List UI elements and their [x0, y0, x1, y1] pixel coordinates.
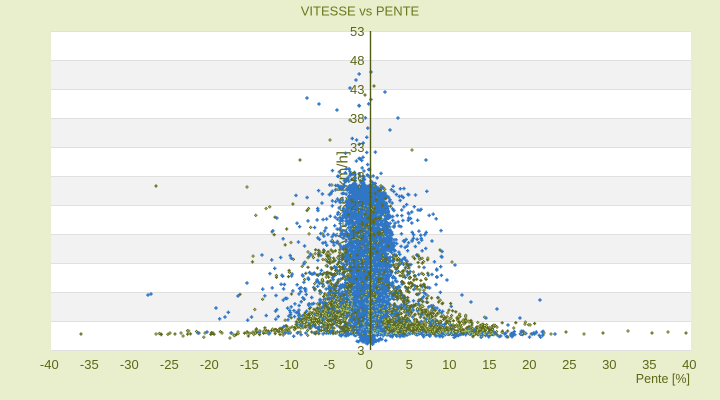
svg-text:13: 13 — [350, 256, 364, 271]
svg-text:8: 8 — [357, 314, 364, 329]
svg-text:43: 43 — [350, 82, 364, 97]
svg-text:-35: -35 — [80, 357, 99, 372]
svg-text:28: 28 — [350, 169, 364, 184]
svg-text:VITESSE vs PENTE: VITESSE vs PENTE — [301, 4, 420, 19]
svg-text:5: 5 — [406, 357, 413, 372]
svg-text:-40: -40 — [40, 357, 59, 372]
svg-text:15: 15 — [482, 357, 496, 372]
svg-text:3: 3 — [357, 343, 364, 358]
svg-text:25: 25 — [562, 357, 576, 372]
svg-text:-20: -20 — [200, 357, 219, 372]
svg-text:Pente [%]: Pente [%] — [636, 372, 690, 386]
svg-text:10: 10 — [442, 357, 456, 372]
svg-text:-15: -15 — [240, 357, 259, 372]
svg-text:18: 18 — [350, 227, 364, 242]
svg-text:20: 20 — [522, 357, 536, 372]
svg-text:-30: -30 — [120, 357, 139, 372]
svg-text:-25: -25 — [160, 357, 179, 372]
svg-text:0: 0 — [366, 357, 373, 372]
svg-text:23: 23 — [350, 198, 364, 213]
svg-text:40: 40 — [682, 357, 696, 372]
svg-text:35: 35 — [642, 357, 656, 372]
svg-text:-5: -5 — [324, 357, 336, 372]
svg-text:30: 30 — [602, 357, 616, 372]
svg-text:38: 38 — [350, 111, 364, 126]
svg-text:-10: -10 — [280, 357, 299, 372]
svg-text:48: 48 — [350, 53, 364, 68]
svg-text:53: 53 — [350, 24, 364, 39]
svg-text:33: 33 — [350, 140, 364, 155]
